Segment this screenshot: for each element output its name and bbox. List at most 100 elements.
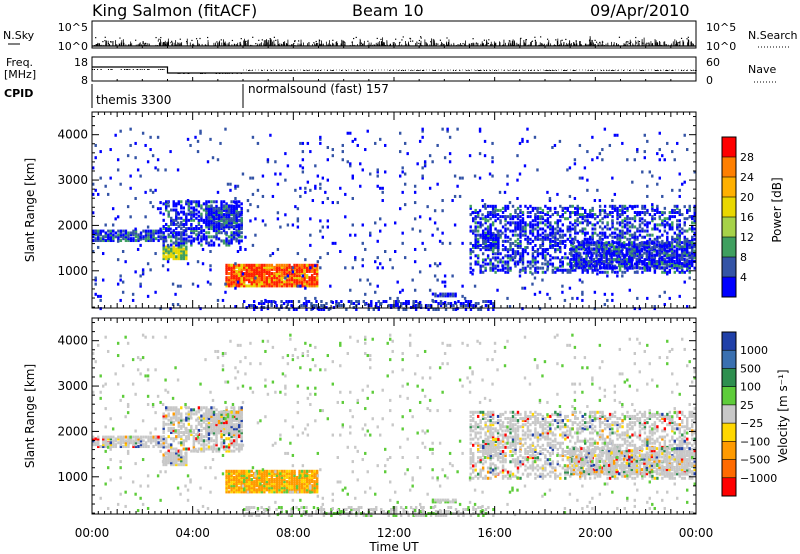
heatmap-cell [519,235,522,239]
heatmap-cell [298,267,301,271]
heatmap-cell [304,296,307,300]
heatmap-cell [222,206,226,210]
heatmap-cell [640,249,644,253]
heatmap-cell [364,247,367,251]
heatmap-cell [574,227,577,231]
heatmap-cell [111,229,115,233]
heatmap-cell [641,170,644,174]
heatmap-cell [225,241,228,245]
nave-point [440,70,442,71]
heatmap-cell [182,218,185,222]
heatmap-cell [240,213,243,217]
heatmap-cell [648,249,651,253]
heatmap-cell [683,223,686,227]
heatmap-cell [580,247,583,251]
heatmap-cell [240,221,243,225]
heatmap-cell [185,257,188,261]
heatmap-cell [638,249,641,253]
nsearch-point [561,39,563,41]
heatmap-cell [511,252,515,256]
heatmap-cell [663,158,666,162]
heatmap-cell [568,166,572,170]
heatmap-cell [673,158,676,162]
heatmap-cell [207,227,211,231]
heatmap-cell [258,265,261,269]
heatmap-cell [591,206,594,210]
heatmap-cell [97,435,100,439]
heatmap-cell [648,233,652,237]
heatmap-cell [673,208,676,212]
heatmap-cell [258,272,261,276]
heatmap-cell [270,276,274,280]
nave-point [530,70,532,71]
heatmap-cell [162,212,165,216]
heatmap-cell [691,262,694,266]
heatmap-cell [199,307,202,311]
heatmap-cell [235,219,238,223]
heatmap-cell [169,227,172,231]
heatmap-cell [484,236,487,240]
colorbar-swatch [722,237,736,258]
heatmap-cell [631,235,634,239]
heatmap-cell [585,251,588,255]
heatmap-cell [499,229,502,233]
heatmap-cell [107,435,110,439]
heatmap-cell [496,217,500,221]
heatmap-cell [504,246,507,250]
heatmap-cell [631,205,634,209]
heatmap-cell [568,194,572,198]
heatmap-cell [668,253,671,257]
nsearch-point [162,42,164,45]
nave-point [215,73,217,74]
heatmap-cell [293,284,296,288]
heatmap-cell [575,255,578,259]
heatmap-cell [94,441,97,445]
heatmap-cell [263,280,266,284]
heatmap-cell [564,268,567,272]
heatmap-cell [651,215,654,219]
heatmap-cell [216,190,220,194]
heatmap-cell [676,260,679,264]
heatmap-cell [621,204,624,208]
heatmap-cell [436,294,440,298]
heatmap-cell [504,233,507,237]
nave-point [447,70,449,71]
heatmap-cell [235,206,238,210]
heatmap-cell [447,302,450,306]
heatmap-cell [154,188,157,192]
heatmap-cell [531,227,535,231]
heatmap-cell [255,280,258,284]
nave-point [563,70,565,71]
heatmap-cell [339,249,342,253]
heatmap-cell [215,213,218,217]
heatmap-cell [506,260,510,264]
heatmap-cell [559,204,562,208]
heatmap-cell [612,245,616,249]
heatmap-cell [331,148,335,152]
heatmap-cell [623,217,627,221]
nsky-tick-top: 10^5 [58,21,88,34]
heatmap-cell [288,278,291,282]
heatmap-cell [285,300,288,304]
heatmap-cell [112,233,115,237]
nave-point [483,70,485,71]
heatmap-cell [196,260,200,264]
nsearch-point [119,37,121,39]
heatmap-cell [653,257,656,261]
heatmap-cell [418,300,422,304]
heatmap-cell [598,225,602,229]
heatmap-cell [620,249,623,253]
heatmap-cell [344,266,347,270]
heatmap-cell [325,302,328,306]
nsearch-point [273,36,275,38]
heatmap-cell [568,225,572,229]
heatmap-cell [483,154,487,158]
heatmap-cell [661,221,664,225]
heatmap-cell [398,131,402,135]
heatmap-cell [250,267,253,271]
heatmap-cell [302,302,306,306]
heatmap-cell [491,223,495,227]
heatmap-cell [196,150,200,154]
heatmap-cell [407,302,410,306]
heatmap-cell [308,278,311,282]
